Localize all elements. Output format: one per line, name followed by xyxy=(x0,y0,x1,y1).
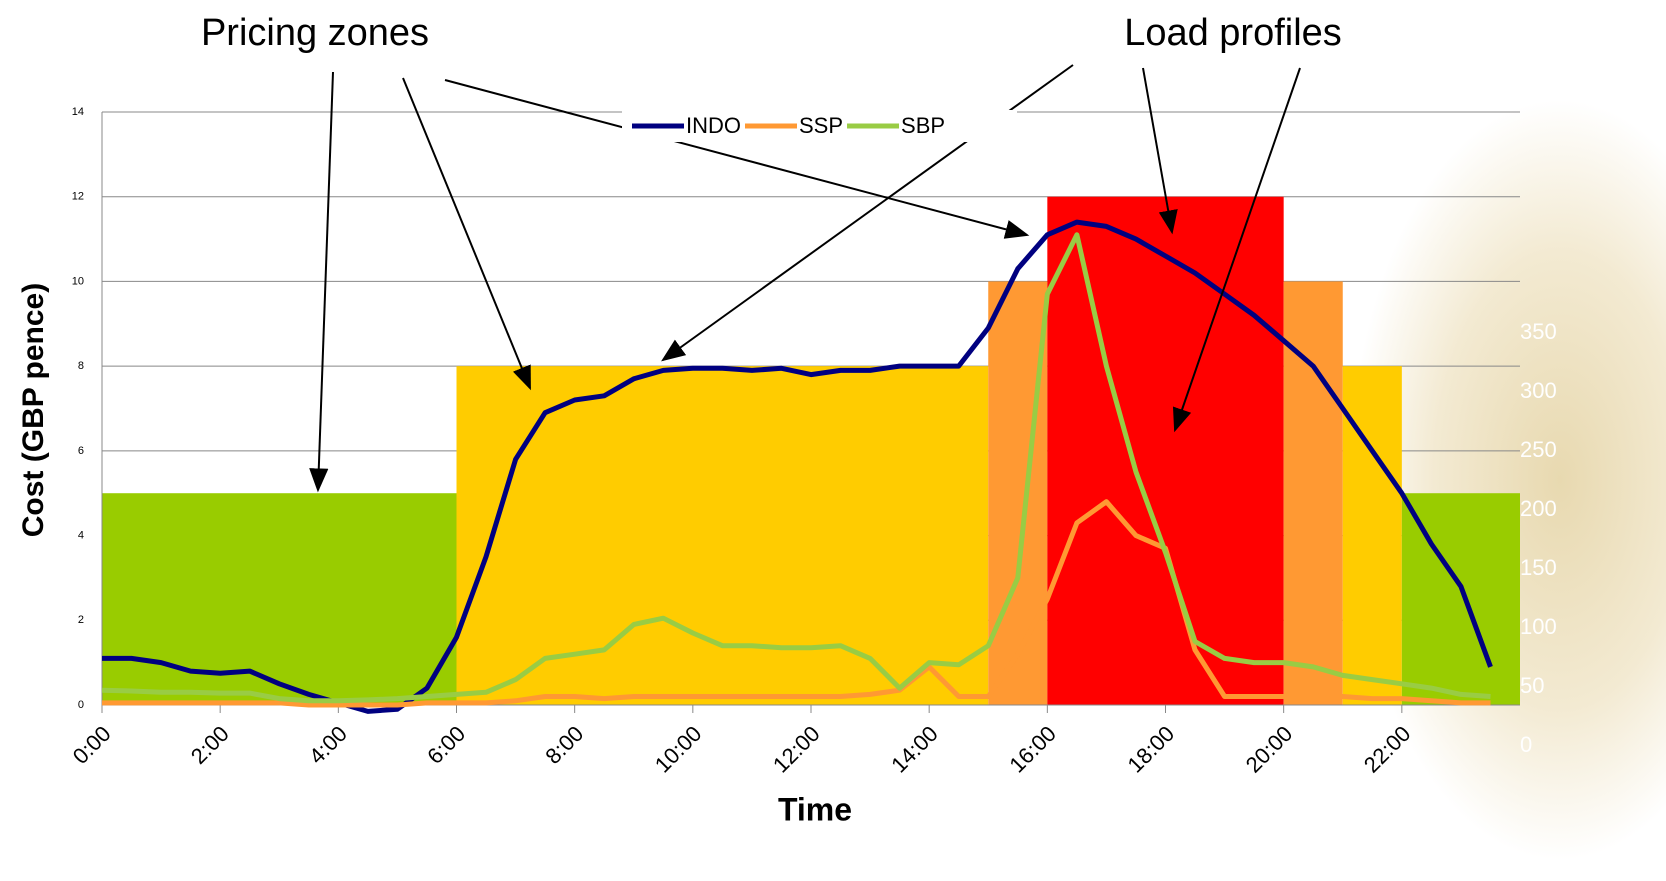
y-tick-label: 2 xyxy=(78,614,84,626)
chart: 0 50 100 150 200 250 300 350 0 2 4 6 8 10 12 14 0:00 2:00… xyxy=(0,0,1666,881)
y-tick-label: 8 xyxy=(78,360,84,372)
x-tick-label: 0:00 xyxy=(68,721,116,769)
y-tick-label: 10 xyxy=(72,275,84,287)
x-tick-label: 18:00 xyxy=(1123,721,1180,778)
y-tick-label: 4 xyxy=(78,529,84,541)
pricing-zone xyxy=(1284,281,1343,705)
arrow xyxy=(445,80,1027,235)
y2-tick-label: 100 xyxy=(1520,614,1557,639)
y-tick-label: 6 xyxy=(78,445,84,457)
y2-tick-label: 300 xyxy=(1520,378,1557,403)
annotation: Pricing zones xyxy=(201,12,429,54)
y-tick-label: 12 xyxy=(72,191,84,203)
y-tick-label: 14 xyxy=(72,106,84,118)
x-tick-label: 8:00 xyxy=(540,721,588,769)
y2-tick-label: 200 xyxy=(1520,496,1557,521)
x-axis-label: Time xyxy=(778,791,852,827)
y2-tick-label: 350 xyxy=(1520,319,1557,344)
x-tick-label: 4:00 xyxy=(304,721,352,769)
y2-tick-label: 250 xyxy=(1520,437,1557,462)
x-tick-label: 20:00 xyxy=(1241,721,1298,778)
legend-label: INDO xyxy=(686,113,741,138)
x-tick-label: 10:00 xyxy=(650,721,707,778)
x-tick-label: 12:00 xyxy=(768,721,825,778)
legend-label: SSP xyxy=(799,113,843,138)
pricing-zone xyxy=(988,281,1047,705)
arrow xyxy=(403,78,530,388)
y2-tick-label: 50 xyxy=(1520,673,1544,698)
x-tick-label: 6:00 xyxy=(422,721,470,769)
y-axis-label: Cost (GBP pence) xyxy=(17,283,50,538)
y-tick-label: 0 xyxy=(78,699,84,711)
y2-tick-label: 150 xyxy=(1520,555,1557,580)
y2-tick-label: 0 xyxy=(1520,732,1532,757)
plot-area: 0 50 100 150 200 250 300 350 0 2 4 6 8 10 12 14 0:00 2:00… xyxy=(68,106,1557,778)
pricing-zone xyxy=(102,493,457,705)
x-tick-label: 14:00 xyxy=(886,721,943,778)
x-tick-label: 16:00 xyxy=(1004,721,1061,778)
x-tick-label: 2:00 xyxy=(186,721,234,769)
legend-label: SBP xyxy=(901,113,945,138)
pricing-zone xyxy=(1047,197,1283,705)
annotation: Load profiles xyxy=(1124,12,1342,54)
pricing-zone xyxy=(457,366,989,705)
